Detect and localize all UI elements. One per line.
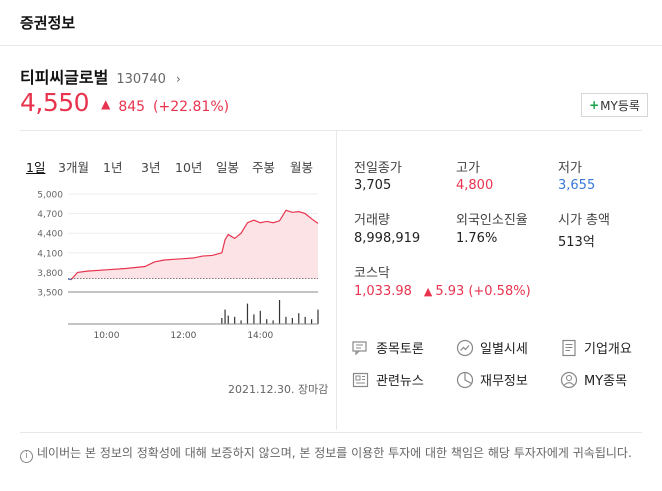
news-icon	[352, 372, 369, 387]
current-price: 4,550	[20, 88, 90, 117]
user-icon	[560, 371, 578, 388]
divider	[20, 130, 642, 131]
prev-close-value: 3,705	[354, 178, 392, 193]
foreign-ratio-value: 1.76%	[456, 231, 498, 246]
kosdaq-change-percent: (+0.58%)	[468, 284, 531, 299]
link-daily-price[interactable]: 일별시세	[456, 338, 528, 357]
y-tick-label: 5,000	[37, 191, 63, 201]
document-icon	[562, 339, 576, 356]
price-line-below-ref	[67, 278, 72, 281]
link-label: 관련뉴스	[376, 374, 424, 389]
link-label: 종목토론	[376, 342, 424, 357]
disclaimer: i 네이버는 본 정보의 정확성에 대해 보증하지 않으며, 본 정보를 이용한 …	[20, 444, 645, 463]
market-cap-value: 513억	[558, 235, 595, 250]
period-tab-monthly[interactable]: 월봉	[290, 160, 314, 175]
period-tab-3m[interactable]: 3개월	[58, 160, 89, 175]
pie-chart-icon	[456, 371, 474, 388]
stock-name-link[interactable]: 티피씨글로벌 130740 ›	[20, 64, 181, 88]
link-label: 기업개요	[584, 342, 632, 357]
foreign-ratio-label: 외국인소진율	[456, 213, 528, 228]
link-label: MY종목	[584, 374, 628, 389]
y-tick-label: 4,100	[37, 249, 63, 259]
y-tick-label: 4,400	[37, 230, 63, 240]
period-tab-weekly[interactable]: 주봉	[252, 160, 276, 175]
price-row: 4,550 ▲ 845 (+22.81%)	[20, 88, 229, 117]
kosdaq-value: 1,033.98	[354, 284, 412, 299]
low-label: 저가	[558, 161, 582, 176]
link-my-stocks[interactable]: MY종목	[560, 370, 627, 389]
kosdaq-change: 5.93	[435, 284, 465, 299]
up-arrow-icon: ▲	[423, 285, 433, 298]
link-company-overview[interactable]: 기업개요	[560, 338, 632, 357]
y-tick-label: 4,700	[37, 210, 63, 220]
chevron-right-icon: ›	[175, 72, 181, 86]
kosdaq-label: 코스닥	[354, 266, 390, 281]
y-tick-label: 3,800	[37, 269, 63, 279]
my-register-label: MY등록	[600, 98, 640, 113]
price-line	[67, 209, 319, 281]
low-value: 3,655	[558, 178, 596, 193]
link-discussion[interactable]: 종목토론	[352, 338, 424, 357]
period-tab-3y[interactable]: 3년	[141, 160, 161, 175]
link-label: 일별시세	[480, 342, 528, 357]
prev-close-label: 전일종가	[354, 161, 402, 176]
x-tick-label: 10:00	[93, 331, 119, 341]
market-close-date: 2021.12.30. 장마감	[228, 383, 329, 396]
my-register-button[interactable]: + MY등록	[581, 93, 648, 117]
price-change: 845	[118, 99, 146, 115]
volume-label: 거래량	[354, 213, 390, 228]
discussion-icon	[352, 340, 367, 355]
price-change-percent: (+22.81%)	[153, 99, 230, 115]
high-label: 고가	[456, 161, 480, 176]
section-title: 증권정보	[20, 14, 76, 32]
volume-value: 8,998,919	[354, 231, 421, 246]
plus-icon: +	[589, 98, 600, 112]
period-tab-1d[interactable]: 1일	[26, 160, 46, 175]
disclaimer-text: 네이버는 본 정보의 정확성에 대해 보증하지 않으며, 본 정보를 이용한 투…	[37, 446, 632, 460]
link-financials[interactable]: 재무정보	[456, 370, 528, 389]
link-label: 재무정보	[480, 374, 528, 389]
up-arrow-icon: ▲	[101, 97, 111, 111]
period-tab-10y[interactable]: 10년	[175, 160, 203, 175]
x-tick-label: 12:00	[170, 331, 196, 341]
link-related-news[interactable]: 관련뉴스	[352, 370, 424, 389]
period-tab-daily[interactable]: 일봉	[216, 160, 240, 175]
stock-code: 130740	[116, 72, 166, 87]
info-icon: i	[20, 450, 33, 463]
section-header: 증권정보	[0, 0, 662, 46]
divider	[336, 130, 337, 430]
period-tab-1y[interactable]: 1년	[103, 160, 123, 175]
market-cap-label: 시가 총액	[558, 213, 610, 228]
y-tick-label: 3,500	[37, 289, 63, 299]
intraday-chart: 5,000 4,700 4,400 4,100 3,800 3,500 10:00 12:00…	[37, 191, 319, 341]
trend-icon	[456, 339, 474, 356]
stock-name: 티피씨글로벌	[20, 68, 109, 87]
high-value: 4,800	[456, 178, 494, 193]
divider	[20, 432, 642, 433]
price-area-fill	[68, 210, 318, 280]
x-tick-label: 14:00	[247, 331, 273, 341]
kosdaq-row: 1,033.98 ▲ 5.93 (+0.58%)	[354, 284, 531, 299]
